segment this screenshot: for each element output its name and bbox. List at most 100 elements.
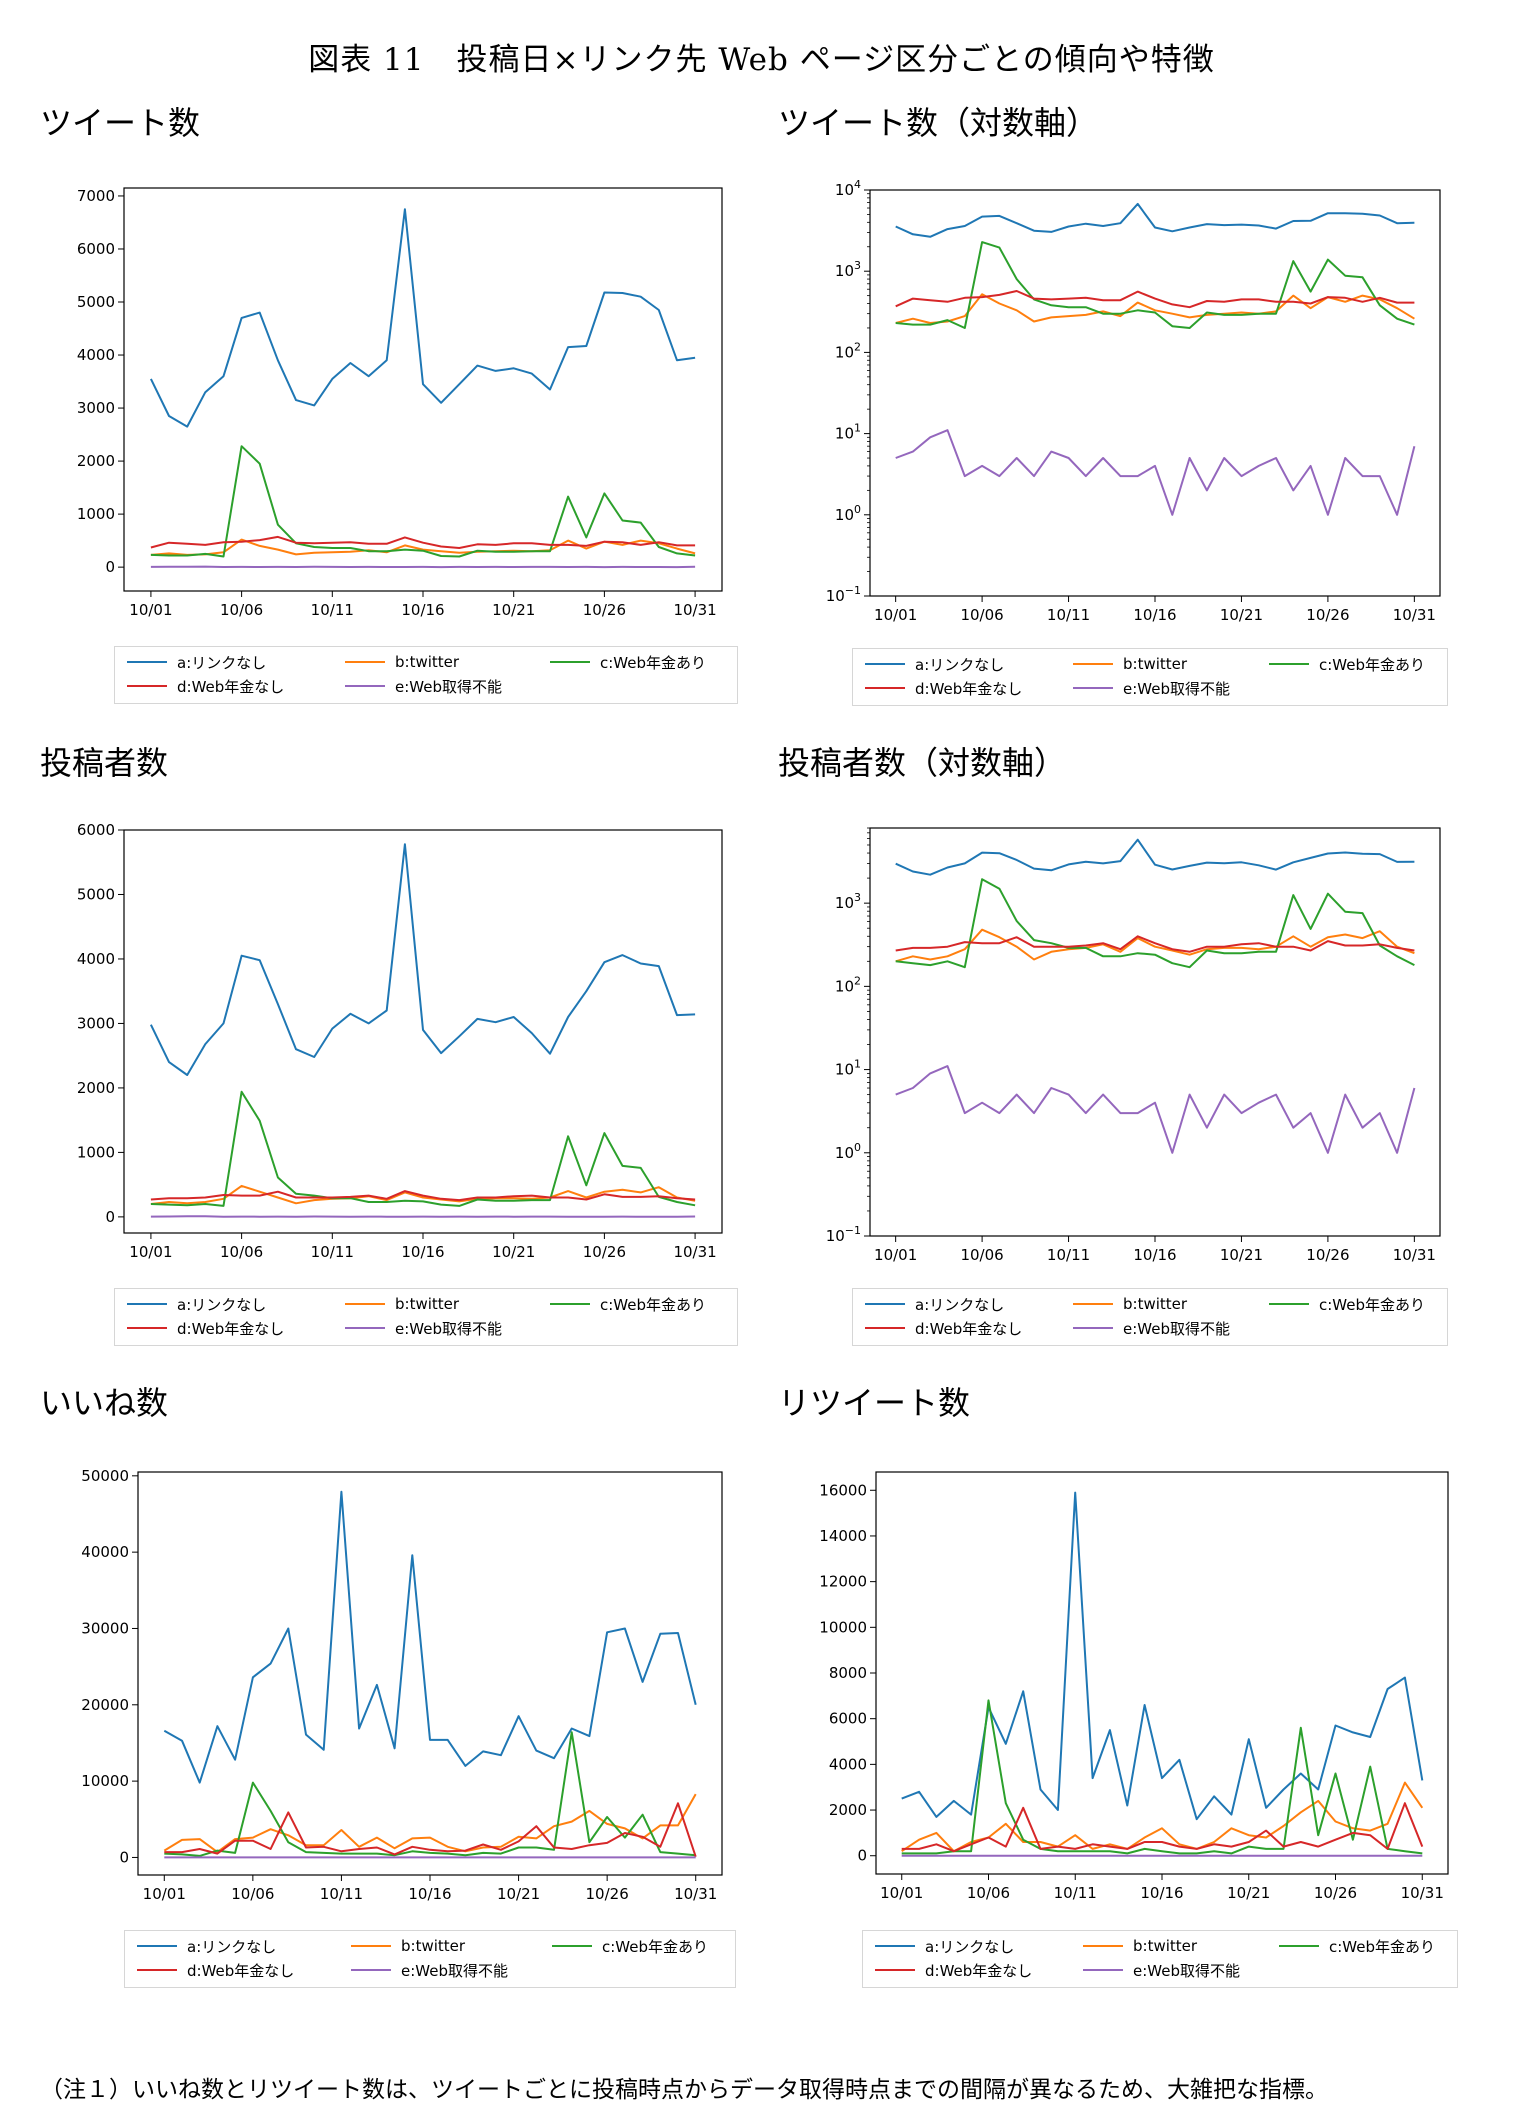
series-line-e <box>150 565 696 569</box>
y-tick-label: 101 <box>835 1058 861 1079</box>
legend-label: a:リンクなし <box>925 1937 1015 1956</box>
x-tick-label: 10/01 <box>143 1885 186 1903</box>
legend-label: d:Web年金なし <box>915 1319 1023 1338</box>
legend-swatch <box>1083 1969 1123 1971</box>
x-tick-label: 10/21 <box>1220 1246 1263 1264</box>
chart-tweets: 0 1000 2000 3000 4000 5000 6000 7000 10/01 10/06 1… <box>77 187 723 619</box>
legend-label: d:Web年金なし <box>177 1319 285 1338</box>
panel-title: ツイート数 <box>40 104 201 142</box>
plot-frame <box>869 827 1441 1237</box>
legend-label: a:リンクなし <box>915 1295 1005 1314</box>
x-tick-label: 10/01 <box>129 601 172 619</box>
legend-item-b: b:twitter <box>351 1935 465 1957</box>
legend-swatch <box>1073 1303 1113 1305</box>
y-tick-label: 10000 <box>819 1618 867 1636</box>
legend-item-e: e:Web取得不能 <box>1073 1317 1230 1339</box>
series-line-a <box>895 202 1415 238</box>
legend-item-c: c:Web年金あり <box>550 651 706 673</box>
legend-label: b:twitter <box>1133 1937 1198 1955</box>
x-tick-label: 10/16 <box>1140 1884 1183 1902</box>
x-tick-label: 10/16 <box>1133 606 1176 624</box>
y-tick-label: 1000 <box>77 1143 115 1161</box>
y-tick-label: 104 <box>835 178 861 199</box>
x-tick-label: 10/11 <box>1054 1884 1097 1902</box>
y-tick-label: 40000 <box>81 1543 129 1561</box>
legend-label: a:リンクなし <box>177 653 267 672</box>
plot-frame <box>875 1471 1449 1875</box>
series-line-e <box>895 429 1416 516</box>
chart-tweets-log: 10−1 100 101 102 103 104 10/01 10/06 10/11 10/16 1… <box>826 178 1441 624</box>
y-tick-label: 14000 <box>819 1527 867 1545</box>
legend-label: e:Web取得不能 <box>395 1319 502 1338</box>
legend-label: b:twitter <box>401 1937 466 1955</box>
legend-swatch <box>875 1945 915 1947</box>
plot-frame <box>137 1471 723 1876</box>
y-tick-label: 8000 <box>829 1664 867 1682</box>
x-tick-label: 10/21 <box>497 1885 540 1903</box>
legend-item-a: a:リンクなし <box>127 651 266 673</box>
legend-swatch <box>1073 1327 1113 1329</box>
legend-label: c:Web年金あり <box>1319 1295 1426 1314</box>
legend-label: c:Web年金あり <box>1329 1937 1436 1956</box>
y-tick-label: 6000 <box>77 240 115 258</box>
x-tick-label: 10/06 <box>220 1243 263 1261</box>
legend-label: b:twitter <box>395 1295 460 1313</box>
legend-swatch <box>127 1303 167 1305</box>
legend-label: a:リンクなし <box>915 655 1005 674</box>
x-tick-label: 10/06 <box>220 601 263 619</box>
legend-posters: a:リンクなし b:twitter c:Web年金あり d:Web年金なし e:Web取… <box>114 1288 738 1346</box>
y-tick-label: 102 <box>835 974 861 995</box>
panel-likes: いいね数 0 10000 20000 30000 40000 50000 10/01 10/0… <box>32 1378 784 2018</box>
series-line-d <box>150 535 696 549</box>
x-tick-label: 10/26 <box>1306 606 1349 624</box>
x-tick-label: 10/21 <box>492 1243 535 1261</box>
series-line-d <box>895 935 1415 953</box>
x-tick-label: 10/01 <box>880 1884 923 1902</box>
legend-label: d:Web年金なし <box>187 1961 295 1980</box>
y-tick-label: 0 <box>119 1848 129 1866</box>
legend-item-b: b:twitter <box>1073 653 1187 675</box>
x-tick-label: 10/11 <box>320 1885 363 1903</box>
panel-title: ツイート数（対数軸） <box>778 104 1099 142</box>
legend-label: e:Web取得不能 <box>395 677 502 696</box>
legend-label: d:Web年金なし <box>177 677 285 696</box>
x-tick-label: 10/16 <box>408 1885 451 1903</box>
x-tick-label: 10/31 <box>673 1243 716 1261</box>
y-tick-label: 6000 <box>77 821 115 839</box>
legend-label: c:Web年金あり <box>600 653 707 672</box>
y-tick-label: 50000 <box>81 1467 129 1485</box>
x-tick-label: 10/01 <box>874 606 917 624</box>
y-tick-label: 2000 <box>77 452 115 470</box>
legend-label: e:Web取得不能 <box>1123 1319 1230 1338</box>
x-tick-label: 10/06 <box>967 1884 1010 1902</box>
legend-swatch <box>137 1945 177 1947</box>
x-tick-label: 10/11 <box>311 1243 354 1261</box>
legend-swatch <box>865 1327 905 1329</box>
x-tick-label: 10/06 <box>231 1885 274 1903</box>
panel-tweets-log: ツイート数（対数軸） 10−1 100 101 102 103 104 10/01 10/06… <box>770 98 1522 738</box>
legend-tweets-log: a:リンクなし b:twitter c:Web年金あり d:Web年金なし e:Web取… <box>852 648 1448 706</box>
legend-label: c:Web年金あり <box>602 1937 709 1956</box>
y-tick-label: 4000 <box>77 346 115 364</box>
y-tick-label: 5000 <box>77 885 115 903</box>
x-tick-label: 10/26 <box>1314 1884 1357 1902</box>
legend-swatch <box>351 1945 391 1947</box>
legend-swatch <box>1269 663 1309 665</box>
series-line-c <box>901 1699 1423 1855</box>
x-tick-label: 10/11 <box>311 601 354 619</box>
x-tick-label: 10/21 <box>1227 1884 1270 1902</box>
y-tick-label: 2000 <box>77 1079 115 1097</box>
y-tick-label: 102 <box>835 340 861 361</box>
plot-frame <box>123 187 723 592</box>
x-tick-label: 10/01 <box>129 1243 172 1261</box>
panel-tweets: ツイート数 0 1000 2000 3000 4000 5000 6000 7000 10/01… <box>32 98 784 738</box>
legend-item-d: d:Web年金なし <box>127 675 284 697</box>
chart-retweets: 0 2000 4000 6000 8000 10000 12000 14000 16000 10/… <box>819 1471 1449 1902</box>
legend-swatch <box>345 1303 385 1305</box>
legend-item-b: b:twitter <box>345 1293 459 1315</box>
y-tick-label: 12000 <box>819 1573 867 1591</box>
legend-swatch <box>127 661 167 663</box>
legend-retweets: a:リンクなし b:twitter c:Web年金あり d:Web年金なし e:Web取… <box>862 1930 1458 1988</box>
legend-label: d:Web年金なし <box>915 679 1023 698</box>
x-tick-label: 10/31 <box>673 601 716 619</box>
